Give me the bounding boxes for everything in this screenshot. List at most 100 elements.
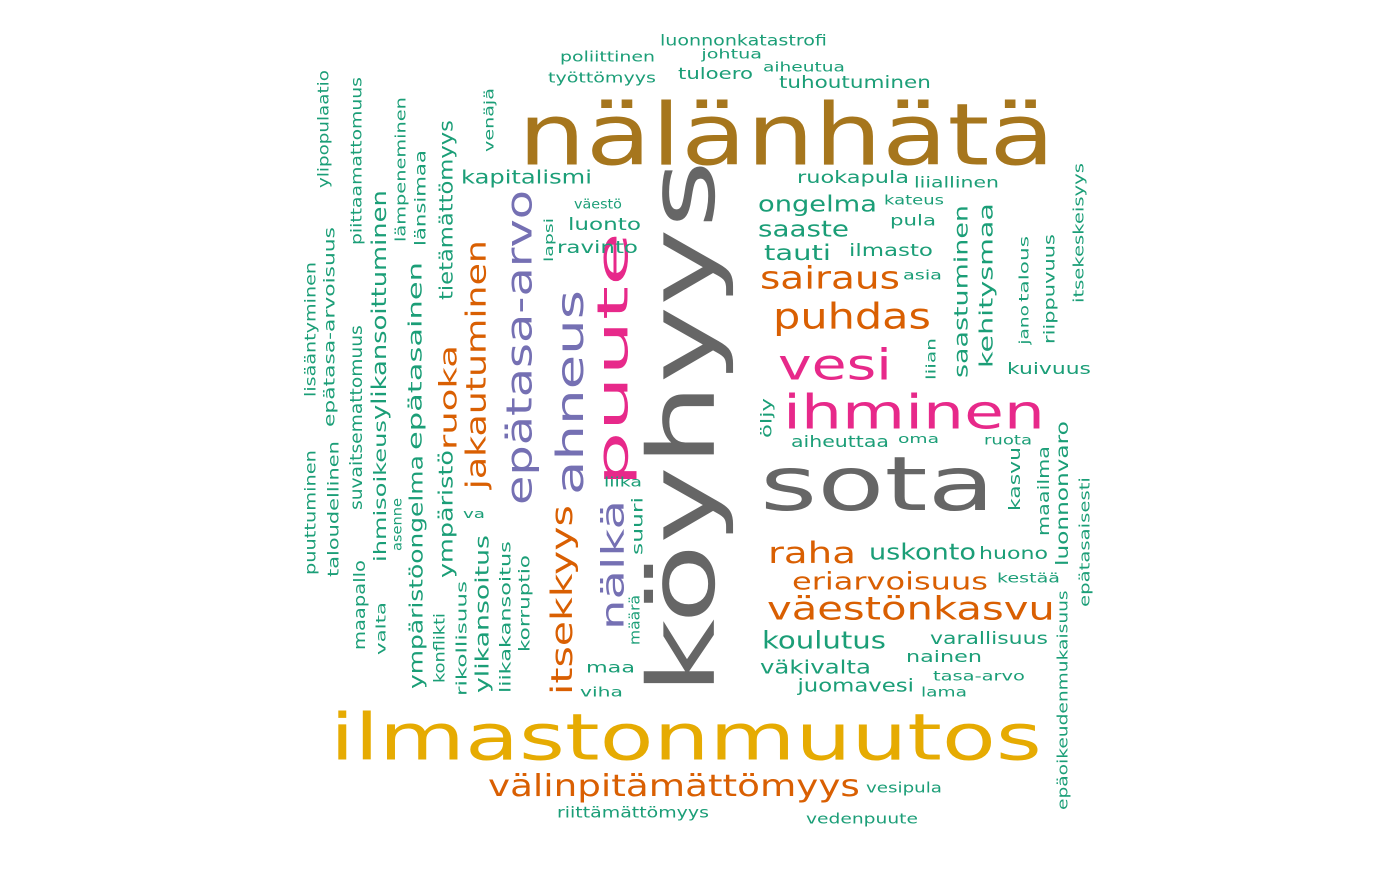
word-epatasa-arvo: epätasa-arvo <box>498 190 540 505</box>
word-ylipopulaatio: ylipopulaatio <box>314 70 332 188</box>
word-ihminen: ihminen <box>783 386 1045 441</box>
word-sairaus: sairaus <box>760 261 900 297</box>
word-liika: liika <box>604 474 642 490</box>
word-poliittinen: poliittinen <box>560 48 655 65</box>
word-ravinto: ravinto <box>557 237 638 257</box>
word-liian: liian <box>924 338 940 380</box>
word-vedenpuute: vedenpuute <box>806 810 918 827</box>
word-maapallo: maapallo <box>351 560 370 650</box>
word-tyottomyys: työttömyys <box>548 69 656 86</box>
word-luonnonkatastrofi: luonnonkatastrofi <box>660 32 827 50</box>
word-jakautuminen: jakautuminen <box>460 240 492 490</box>
word-maailma: maailma <box>1035 446 1053 536</box>
word-maa: maa <box>586 658 635 676</box>
word-konflikti: konflikti <box>430 613 448 683</box>
word-ymparisto: ympäristö <box>435 450 457 578</box>
word-liiallinen: liiallinen <box>914 174 999 192</box>
word-ruokapula: ruokapula <box>797 167 909 188</box>
word-lisaantyminen: lisääntyminen <box>302 262 320 397</box>
word-koyhyys: köyhyys <box>628 160 736 695</box>
word-taloudellinen: taloudellinen <box>325 441 343 577</box>
word-kapitalismi: kapitalismi <box>461 167 592 189</box>
word-itsekkyys: itsekkyys <box>546 505 580 695</box>
word-kateus: kateus <box>884 192 944 208</box>
word-riippuvuus: riippuvuus <box>1041 234 1059 344</box>
word-maara: määrä <box>626 595 643 645</box>
word-itsekeskeisyys: itsekeskeisyys <box>1071 163 1088 303</box>
word-ymparistoongelma: ympäristöongelma <box>406 455 427 689</box>
word-pula: pula <box>890 212 936 229</box>
word-lapsi: lapsi <box>541 218 556 262</box>
word-epaoikeudenmukaisuus: epäoikeudenmukaisuus <box>1054 590 1071 810</box>
word-venaja: venäjä <box>481 88 497 152</box>
word-puute: puute <box>589 232 639 487</box>
word-jano: jano <box>1016 305 1032 346</box>
word-juomavesi: juomavesi <box>796 675 914 696</box>
word-asenne: asenne <box>390 498 405 551</box>
word-vaesto: väestö <box>574 197 622 213</box>
word-epatasainen: epätasainen <box>404 262 426 450</box>
word-liikakansoitus: liikakansoitus <box>496 541 514 693</box>
word-asia: asia <box>903 267 942 283</box>
word-tuhoutuminen: tuhoutuminen <box>779 72 931 92</box>
word-ilmastonmuutos: ilmastonmuutos <box>330 701 1042 776</box>
word-talous: talous <box>1017 236 1033 302</box>
word-aiheutua: aiheutua <box>763 59 845 75</box>
word-aiheuttaa: aiheuttaa <box>791 433 889 451</box>
word-rikollisuus: rikollisuus <box>453 581 470 696</box>
word-lansimaa: länsimaa <box>412 150 429 246</box>
word-puuttuminen: puuttuminen <box>302 450 320 575</box>
word-nalka: nälkä <box>595 500 632 630</box>
word-tuloero: tuloero <box>678 64 753 83</box>
word-korruptio: korruptio <box>516 555 533 652</box>
word-ylikansoitus: ylikansoitus <box>472 535 493 693</box>
word-kasvu: kasvu <box>1005 447 1024 511</box>
word-piittaamattomuus: piittaamattomuus <box>348 77 366 245</box>
word-riittamattomyys: riittämättömyys <box>557 804 709 822</box>
word-viha: viha <box>580 685 623 701</box>
word-tasa-arvo: tasa-arvo <box>933 668 1025 684</box>
word-vesipula: vesipula <box>866 779 942 796</box>
word-lampeneminen: lämpeneminen <box>393 97 410 242</box>
word-sota: sota <box>760 441 995 528</box>
word-lama: lama <box>921 684 967 700</box>
word-puhdas: puhdas <box>773 296 931 338</box>
word-nalanhata: nälänhätä <box>518 85 1055 185</box>
word-uskonto: uskonto <box>869 539 976 565</box>
word-ylikansoittuminen: ylikansoittuminen <box>368 190 392 420</box>
word-nainen: nainen <box>906 647 982 666</box>
word-ahneus: ahneus <box>549 290 592 495</box>
word-ongelma: ongelma <box>758 191 877 217</box>
word-luonnonvaro: luonnonvaro <box>1052 421 1072 566</box>
word-raha: raha <box>768 537 856 571</box>
word-va: va <box>463 506 485 521</box>
word-valta: valta <box>373 602 389 655</box>
word-kehitysmaa: kehitysmaa <box>975 203 997 368</box>
word-vakivalta: väkivalta <box>760 657 871 679</box>
word-valinpitamattomyys: välinpitämättömyys <box>488 768 860 803</box>
word-koulutus: koulutus <box>762 627 886 655</box>
word-ruota: ruota <box>984 432 1032 448</box>
word-kuivuus: kuivuus <box>1007 359 1091 378</box>
word-suuri: suuri <box>628 497 646 555</box>
word-ilmasto: ilmasto <box>849 240 933 260</box>
word-tietamattomyys: tietämättömyys <box>435 120 457 300</box>
word-eriarvoisuus: eriarvoisuus <box>792 567 988 595</box>
word-varallisuus: varallisuus <box>930 628 1048 648</box>
word-saastuminen: saastuminen <box>950 205 972 378</box>
word-ihmisoikeus: ihmisoikeus <box>370 420 390 562</box>
word-vaestonkasvu: väestönkasvu <box>767 590 1055 627</box>
word-ruoka: ruoka <box>435 345 463 450</box>
word-kestaa: kestää <box>997 570 1060 586</box>
word-huono: huono <box>979 543 1048 563</box>
word-epatasaisesti: epätasaisesti <box>1077 477 1094 607</box>
word-saaste: saaste <box>758 216 849 242</box>
word-tauti: tauti <box>764 241 831 266</box>
word-vesi: vesi <box>778 340 892 390</box>
word-oma: oma <box>898 431 939 446</box>
word-johtua: johtua <box>700 46 762 62</box>
word-oljy: öljy <box>757 398 775 438</box>
word-luonto: luonto <box>568 214 641 234</box>
